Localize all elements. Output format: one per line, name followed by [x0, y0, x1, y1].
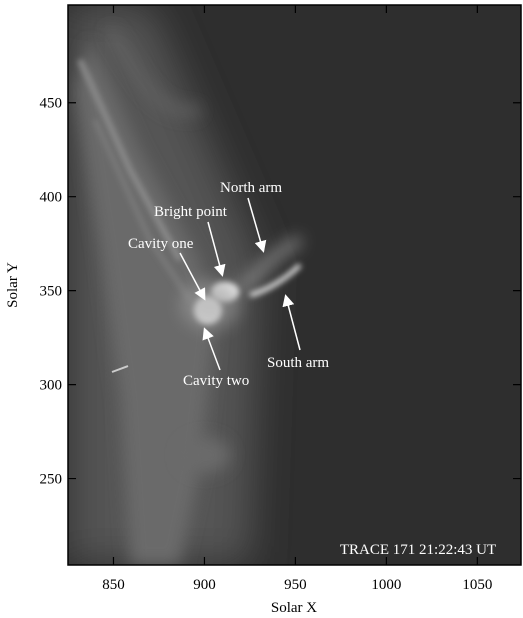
annotation: South arm: [267, 355, 329, 371]
x-tick-label: 1050: [462, 577, 492, 593]
y-tick-label: 450: [40, 96, 63, 112]
page: Solar X Solar Y TRACE 171 21:22:43 UT 85…: [0, 0, 523, 618]
x-axis-label: Solar X: [271, 600, 317, 616]
x-tick-label: 900: [193, 577, 216, 593]
y-tick-label: 250: [40, 472, 63, 488]
y-axis-label: Solar Y: [5, 262, 21, 308]
figure: Solar X Solar Y TRACE 171 21:22:43 UT 85…: [0, 0, 523, 618]
annotation: North arm: [220, 180, 282, 196]
annotation: Bright point: [154, 204, 228, 220]
solar-image: [68, 5, 521, 565]
y-tick-label: 300: [40, 378, 63, 394]
annotation: Cavity two: [183, 373, 249, 389]
annotation: Cavity one: [128, 236, 194, 252]
caption: TRACE 171 21:22:43 UT: [340, 542, 496, 558]
x-tick-label: 1000: [371, 577, 401, 593]
x-tick-label: 850: [102, 577, 125, 593]
x-tick-label: 950: [284, 577, 307, 593]
y-tick-label: 400: [40, 190, 63, 206]
y-tick-label: 350: [40, 284, 63, 300]
